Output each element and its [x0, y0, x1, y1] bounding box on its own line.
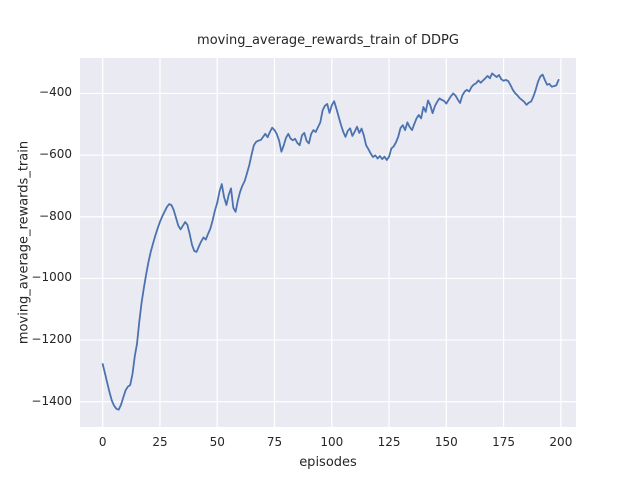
- x-tick-label: 25: [152, 435, 168, 449]
- y-tick-label: −1400: [31, 393, 72, 408]
- x-tick-label: 0: [98, 435, 107, 449]
- y-tick-label: −800: [39, 208, 72, 223]
- y-tick-label: −400: [39, 85, 72, 100]
- x-tick-label: 150: [434, 435, 458, 449]
- x-tick-label: 175: [492, 435, 516, 449]
- chart-title: moving_average_rewards_train of DDPG: [197, 33, 459, 48]
- y-tick-label: −1200: [31, 332, 72, 347]
- reward-line: [101, 72, 560, 411]
- x-tick-label: 125: [377, 435, 401, 449]
- y-axis-label: moving_average_rewards_train: [16, 140, 32, 345]
- x-axis-label: episodes: [299, 455, 357, 470]
- x-tick-label: 50: [209, 435, 225, 449]
- y-tick-label: −600: [39, 147, 72, 162]
- x-tick-label: 200: [549, 435, 573, 449]
- y-tick-label: −1000: [31, 270, 72, 285]
- x-tick-label: 100: [320, 435, 344, 449]
- plot-area: [80, 58, 576, 427]
- x-tick-label: 75: [266, 435, 283, 449]
